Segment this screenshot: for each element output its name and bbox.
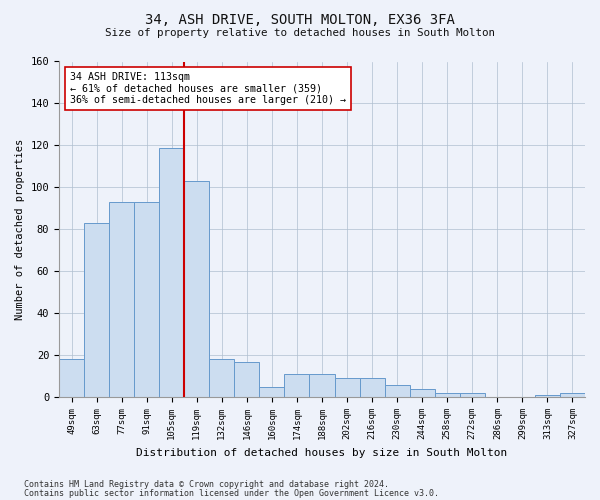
Text: Size of property relative to detached houses in South Molton: Size of property relative to detached ho… (105, 28, 495, 38)
Bar (560, 393, 585, 397)
Y-axis label: Number of detached properties: Number of detached properties (15, 138, 25, 320)
Bar (385, 384, 410, 397)
Bar (209, 360, 235, 397)
Text: 34, ASH DRIVE, SOUTH MOLTON, EX36 3FA: 34, ASH DRIVE, SOUTH MOLTON, EX36 3FA (145, 12, 455, 26)
Bar (184, 181, 209, 397)
Bar (284, 374, 310, 397)
Bar (310, 374, 335, 397)
Bar (435, 393, 460, 397)
Bar (59, 360, 84, 397)
Bar (535, 395, 560, 397)
Text: 34 ASH DRIVE: 113sqm
← 61% of detached houses are smaller (359)
36% of semi-deta: 34 ASH DRIVE: 113sqm ← 61% of detached h… (70, 72, 346, 105)
Bar (410, 389, 435, 397)
Bar (84, 223, 109, 397)
Bar (159, 148, 184, 397)
Bar (359, 378, 385, 397)
Bar (259, 386, 284, 397)
Bar (460, 393, 485, 397)
Bar (335, 378, 359, 397)
Text: Contains public sector information licensed under the Open Government Licence v3: Contains public sector information licen… (24, 489, 439, 498)
Bar (109, 202, 134, 397)
Bar (235, 362, 259, 397)
Bar (134, 202, 159, 397)
Text: Contains HM Land Registry data © Crown copyright and database right 2024.: Contains HM Land Registry data © Crown c… (24, 480, 389, 489)
X-axis label: Distribution of detached houses by size in South Molton: Distribution of detached houses by size … (136, 448, 508, 458)
